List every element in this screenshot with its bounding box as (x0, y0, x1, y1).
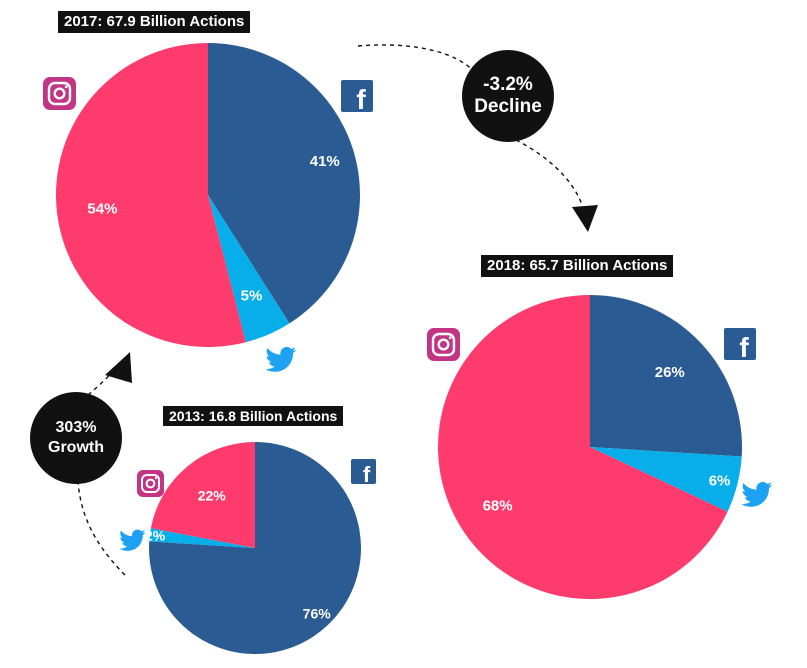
slice-label-instagram: 54% (87, 200, 117, 217)
chart-title-2017: 2017: 67.9 Billion Actions (58, 11, 251, 33)
twitter-icon (741, 481, 773, 507)
growth-arrow (77, 352, 132, 576)
pie-2018: 26% 6% 68% (438, 295, 742, 599)
pie-slice-instagram (438, 295, 728, 599)
decline-badge: -3.2% Decline (462, 50, 554, 142)
slice-label-twitter: 6% (709, 472, 731, 489)
growth-badge: 303% Growth (30, 392, 122, 484)
instagram-icon (43, 77, 76, 110)
twitter-icon (119, 529, 146, 551)
growth-label: Growth (48, 439, 104, 456)
svg-text:f: f (363, 462, 371, 487)
chart-title-2018: 2018: 65.7 Billion Actions (481, 255, 674, 277)
slice-label-facebook: 76% (303, 606, 332, 622)
pie-slice-twitter (208, 195, 290, 343)
facebook-icon: f (351, 459, 376, 487)
pie-slice-instagram (56, 43, 246, 347)
instagram-icon (137, 470, 164, 497)
pie-slice-facebook (208, 43, 360, 324)
slice-label-twitter: 5% (241, 287, 263, 304)
chart-title-2013: 2013: 16.8 Billion Actions (163, 406, 344, 426)
decline-value: -3.2% (483, 74, 533, 95)
pie-slice-twitter (590, 447, 742, 512)
slice-label-twitter: 2% (145, 527, 166, 543)
pie-2013: 76% 2% 22% (145, 442, 361, 654)
pie-slice-twitter (149, 528, 255, 548)
facebook-icon: f (724, 328, 756, 363)
instagram-icon (427, 328, 460, 361)
slice-label-instagram: 22% (198, 488, 227, 504)
slice-label-facebook: 26% (655, 364, 685, 381)
growth-value: 303% (55, 419, 97, 436)
svg-text:f: f (739, 332, 749, 363)
pie-slice-instagram (150, 442, 255, 548)
slice-label-facebook: 41% (310, 153, 340, 170)
pie-slice-facebook (590, 295, 742, 457)
decline-label: Decline (474, 96, 542, 117)
svg-text:f: f (356, 84, 366, 115)
slice-label-instagram: 68% (483, 498, 513, 515)
twitter-icon (265, 346, 297, 372)
facebook-icon: f (341, 80, 373, 115)
pie-2017: 41% 5% 54% (56, 43, 360, 347)
